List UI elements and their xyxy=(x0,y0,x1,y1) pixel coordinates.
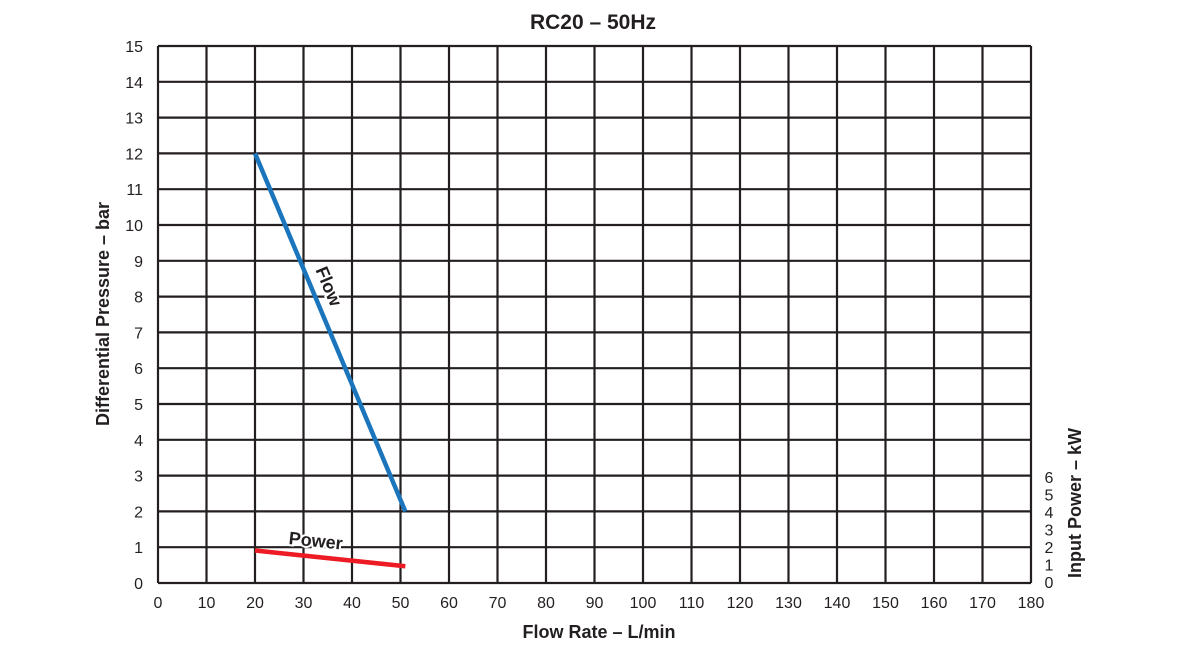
y-tick-label: 11 xyxy=(126,182,143,199)
y-tick-label: 3 xyxy=(134,469,143,486)
x-tick-label: 0 xyxy=(154,595,163,612)
x-tick-label: 30 xyxy=(295,595,313,612)
series-line-power xyxy=(254,548,406,569)
y2-tick-label: 4 xyxy=(1045,505,1054,522)
x-tick-label: 130 xyxy=(775,595,802,612)
y-tick-label: 6 xyxy=(134,361,143,378)
y-tick-label: 2 xyxy=(134,504,143,521)
x-tick-label: 110 xyxy=(679,595,705,612)
y-tick-label: 0 xyxy=(134,576,143,593)
x-tick-label: 180 xyxy=(1018,595,1045,612)
x-tick-label: 170 xyxy=(969,595,996,612)
x-tick-label: 50 xyxy=(392,595,410,612)
series-label-power: Power xyxy=(288,528,344,554)
x-tick-label: 160 xyxy=(921,595,948,612)
y2-tick-label: 6 xyxy=(1045,470,1054,487)
series-line-flow xyxy=(252,152,408,513)
y-tick-label: 7 xyxy=(134,325,143,342)
y2-tick-label: 1 xyxy=(1045,558,1054,575)
y-tick-label: 9 xyxy=(134,254,143,271)
y2-tick-label: 3 xyxy=(1045,523,1054,540)
series-lines xyxy=(252,152,408,569)
x-axis-label: Flow Rate – L/min xyxy=(522,622,675,642)
x-tick-label: 120 xyxy=(727,595,754,612)
y-tick-label: 15 xyxy=(125,39,143,56)
y-tick-label: 1 xyxy=(134,540,143,557)
chart-title: RC20 – 50Hz xyxy=(530,11,656,34)
x-tick-label: 80 xyxy=(537,595,555,612)
y2-tick-label: 2 xyxy=(1045,540,1054,557)
y-tick-label: 14 xyxy=(125,75,143,92)
x-tick-label: 140 xyxy=(824,595,851,612)
y-tick-label: 12 xyxy=(125,146,143,163)
x-tick-label: 150 xyxy=(872,595,899,612)
y-tick-label: 4 xyxy=(134,433,143,450)
x-tick-label: 40 xyxy=(343,595,361,612)
y-tick-label: 13 xyxy=(125,111,143,128)
y2-axis-label: Input Power – kW xyxy=(1065,428,1085,578)
x-tick-labels: 0 10 20 30 40 50 60 70 80 90 100 110 120 130 140 150 160… xyxy=(154,595,1045,612)
y-axis-label: Differential Pressure – bar xyxy=(93,202,113,426)
y-tick-label: 5 xyxy=(134,397,143,414)
grid xyxy=(156,44,1033,585)
y-tick-label: 8 xyxy=(134,290,143,307)
x-tick-label: 100 xyxy=(630,595,657,612)
x-tick-label: 20 xyxy=(246,595,264,612)
y-tick-label: 10 xyxy=(125,218,143,235)
x-tick-label: 70 xyxy=(489,595,507,612)
y2-tick-label: 5 xyxy=(1045,488,1054,505)
x-tick-label: 90 xyxy=(586,595,604,612)
x-tick-label: 10 xyxy=(198,595,216,612)
y2-tick-label: 0 xyxy=(1045,575,1054,592)
x-tick-label: 60 xyxy=(440,595,458,612)
